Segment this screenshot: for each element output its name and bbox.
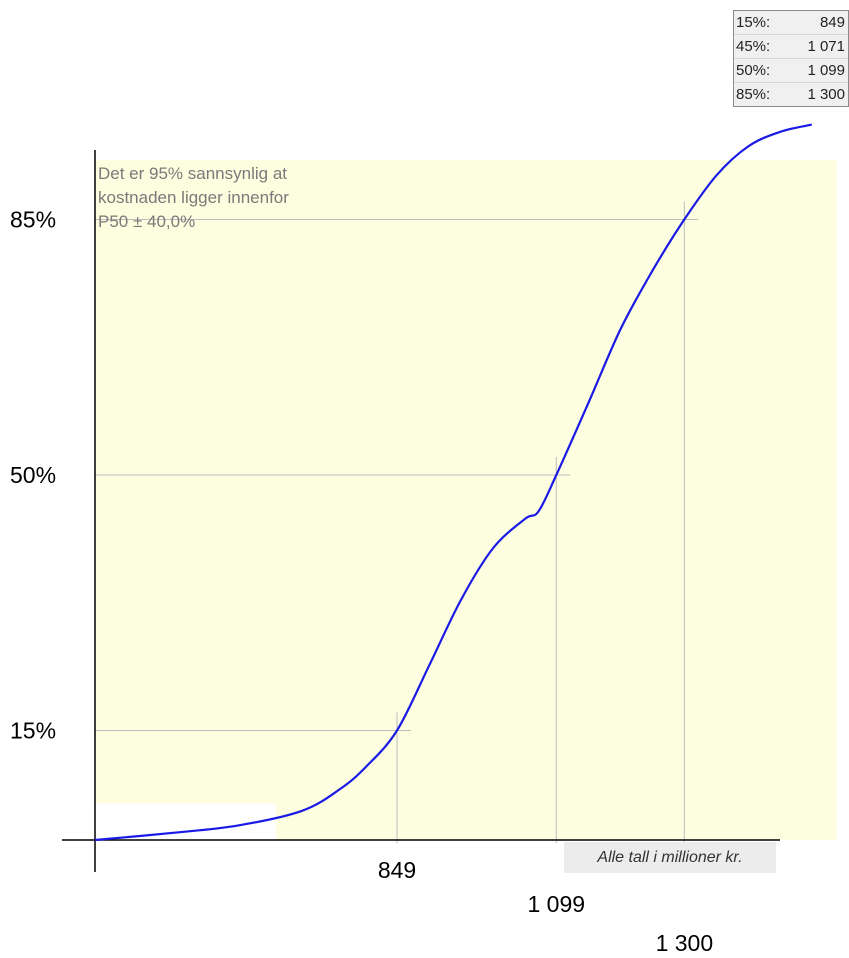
- percentile-label: 45%:: [736, 38, 771, 55]
- percentile-row: 85%: 1 300: [734, 82, 848, 106]
- tick-labels: 15% 50% 85% 849 1 099 1 300: [10, 207, 713, 957]
- percentile-table: 15%: 849 45%: 1 071 50%: 1 099 85%: 1 30…: [733, 10, 849, 107]
- y-tick-label: 85%: [10, 207, 56, 233]
- percentile-value: 849: [819, 14, 845, 31]
- annotation-line-1: Det er 95% sannsynlig at: [98, 164, 287, 183]
- percentile-guides: [95, 201, 699, 843]
- percentile-label: 50%:: [736, 62, 771, 79]
- confidence-annotation: Det er 95% sannsynlig at kostnaden ligge…: [98, 162, 398, 234]
- y-tick-label: 50%: [10, 462, 56, 488]
- percentile-row: 45%: 1 071: [734, 34, 848, 58]
- x-tick-label: 1 300: [656, 930, 714, 956]
- percentile-value: 1 099: [807, 62, 845, 79]
- annotation-line-2: kostnaden ligger innenfor: [98, 188, 289, 207]
- cumulative-curve: [94, 123, 813, 842]
- percentile-label: 15%:: [736, 14, 771, 31]
- x-tick-label: 1 099: [528, 891, 586, 917]
- percentile-row: 15%: 849: [734, 11, 848, 34]
- annotation-line-3: P50 ± 40,0%: [98, 212, 196, 231]
- axes: [62, 150, 780, 872]
- x-tick-label: 849: [378, 857, 416, 883]
- percentile-label: 85%:: [736, 86, 771, 103]
- unit-note: Alle tall i millioner kr.: [564, 842, 776, 873]
- percentile-value: 1 071: [807, 38, 845, 55]
- percentile-value: 1 300: [807, 86, 845, 103]
- percentile-row: 50%: 1 099: [734, 58, 848, 82]
- confidence-band-area: [95, 160, 837, 840]
- y-tick-label: 15%: [10, 718, 56, 744]
- confidence-band: [95, 160, 837, 840]
- cost-curve-line: [94, 123, 813, 842]
